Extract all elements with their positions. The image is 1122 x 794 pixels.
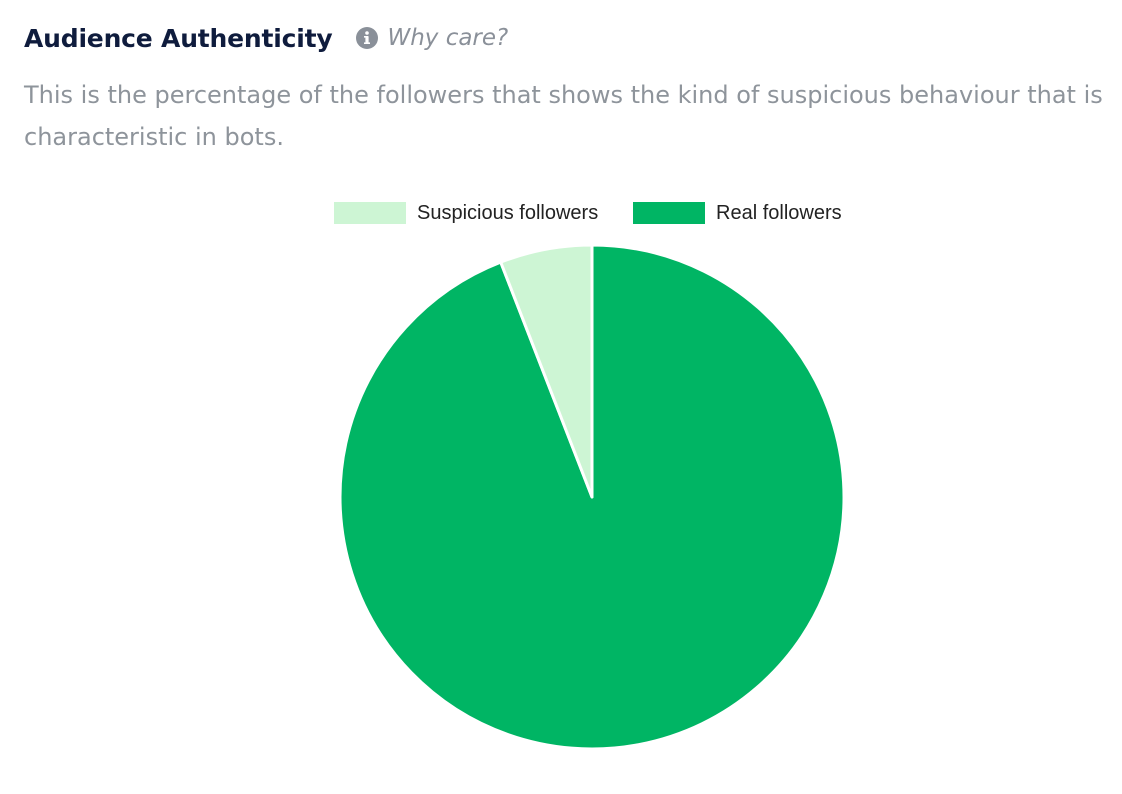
why-care-label: Why care? (387, 25, 509, 51)
why-care-link[interactable]: Why care? (356, 25, 508, 51)
legend-swatch-real (633, 202, 705, 224)
legend-swatch-suspicious (334, 202, 406, 224)
legend-item-real[interactable]: Real followers (633, 200, 842, 226)
legend-item-suspicious[interactable]: Suspicious followers (334, 200, 598, 226)
legend-label-suspicious: Suspicious followers (417, 201, 599, 224)
section-header: Audience Authenticity Why care? (24, 18, 508, 58)
section-title: Audience Authenticity (24, 23, 333, 53)
info-icon (356, 27, 379, 49)
section-description: This is the percentage of the followers … (24, 81, 1103, 151)
chart-legend: Suspicious followers Real followers (0, 200, 1122, 226)
legend-label-real: Real followers (716, 201, 842, 224)
pie-slice-suspicious[interactable] (499, 243, 594, 499)
